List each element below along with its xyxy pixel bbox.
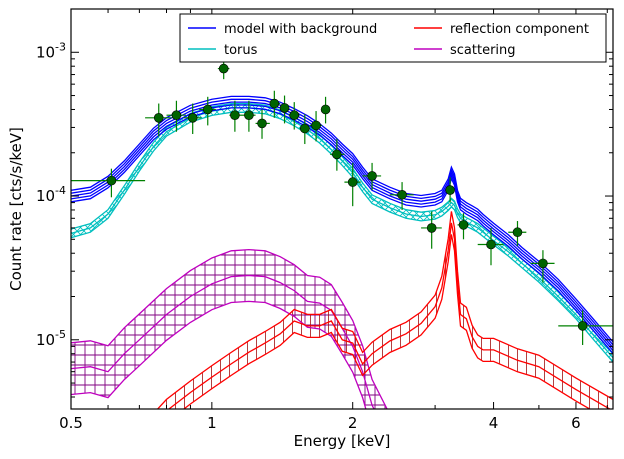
model-bands: [71, 103, 613, 409]
legend-label-3: scattering: [450, 43, 516, 58]
scattering-line-0: [71, 300, 367, 409]
data-point-1: [153, 113, 164, 123]
data-point-2: [171, 110, 182, 120]
reflection-component-line-2: [156, 211, 613, 409]
x-tick-label: 4: [489, 414, 499, 432]
data-point-9: [269, 98, 280, 109]
model-with-background-line-2: [71, 101, 613, 349]
y-tick-label: 10-5: [36, 328, 66, 349]
data-point-17: [367, 171, 377, 181]
data-point-0: [106, 175, 117, 186]
data-point-5: [218, 63, 229, 74]
data-point-16: [347, 177, 358, 187]
reflection-component-band: [157, 211, 613, 409]
data-point-12: [300, 123, 310, 134]
data-point-4: [202, 104, 213, 115]
legend-box: [179, 13, 607, 63]
plot-frame: [70, 8, 614, 410]
legend: model with background reflection componen…: [179, 13, 607, 63]
scattering-line-2: [71, 248, 388, 409]
data-point-21: [458, 220, 469, 230]
data-point-24: [538, 258, 548, 269]
data-point-22: [486, 239, 496, 250]
model-with-background-line-4: [71, 95, 613, 343]
legend-label-1: reflection component: [450, 22, 589, 37]
data-point-8: [257, 118, 267, 129]
x-tick-label: 1: [207, 414, 217, 432]
data-point-11: [289, 110, 300, 120]
data-point-3: [187, 113, 198, 123]
data-points: [71, 59, 613, 345]
data-point-20: [445, 185, 455, 195]
x-tick-label: 6: [571, 414, 581, 432]
data-point-25: [577, 321, 588, 331]
data-point-23: [512, 227, 523, 238]
scattering-band: [71, 249, 388, 409]
reflection-component-line-0: [182, 234, 592, 409]
data-point-10: [279, 103, 290, 113]
reflection-component-line-1: [167, 222, 612, 409]
x-axis-label: Energy [keV]: [294, 432, 391, 450]
legend-label-2: torus: [224, 43, 258, 58]
x-tick-label: 0.5: [59, 414, 83, 432]
data-point-18: [397, 189, 407, 200]
data-point-7: [244, 110, 254, 120]
model-with-background-line-3: [71, 98, 613, 346]
data-point-6: [230, 110, 240, 120]
x-tick-label: 2: [348, 414, 358, 432]
data-point-13: [311, 120, 321, 131]
legend-label-0: model with background: [224, 22, 377, 37]
scattering-line-1: [71, 274, 375, 409]
data-point-14: [320, 104, 331, 115]
data-point-15: [332, 149, 342, 160]
y-tick-label: 10-3: [36, 40, 66, 61]
y-tick-label: 10-4: [36, 184, 66, 205]
data-point-19: [426, 223, 437, 233]
y-axis-ticks: 10-5 10-4 10-3: [36, 8, 613, 398]
y-axis-label: Count rate [cts/s/keV]: [7, 127, 25, 291]
